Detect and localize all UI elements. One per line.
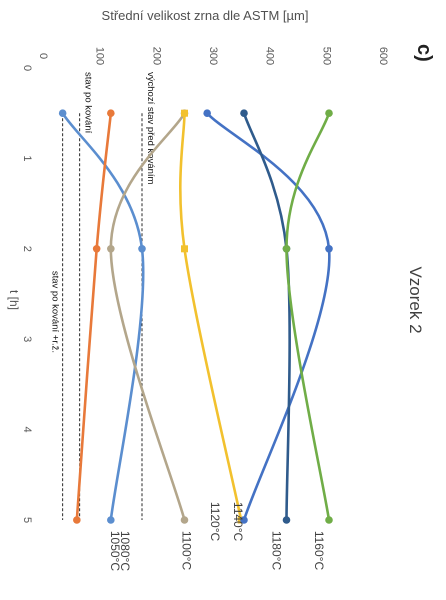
data-point [181,245,188,253]
series-label: 1160°C [312,531,326,571]
series-label: 1120°C [208,502,222,542]
y-tick-label: 600 [377,47,389,65]
y-tick-label: 500 [320,47,332,65]
data-point [107,516,115,524]
data-point [282,516,291,524]
x-tick-label: 5 [21,517,33,523]
series-label: 1100°C [180,531,194,571]
data-point [138,245,146,253]
chart-title: Vzorek 2 [406,266,425,333]
y-tick-label: 200 [150,47,162,65]
data-point [107,245,115,253]
series-line [61,111,145,522]
y-axis-label: Střední velikost zrna dle ASTM [µm] [102,8,309,23]
series-line [109,111,186,522]
x-tick-label: 3 [21,336,33,342]
y-tick-label: 400 [264,47,276,65]
y-tick-label: 300 [207,47,219,65]
data-point [325,516,333,524]
data-point [282,245,291,253]
reference-line-label: stav po kování +r.ž. [50,271,61,353]
data-point [240,516,248,524]
y-tick-label: 0 [37,53,49,59]
series-line [285,111,331,522]
data-point [107,109,115,117]
x-tick-label: 1 [21,155,33,161]
reference-line-label: výchozí stav před kováním [145,72,156,185]
data-point [240,109,248,117]
x-tick-label: 4 [21,427,33,433]
x-tick-label: 2 [21,246,33,252]
series-label: 1180°C [270,531,284,571]
reference-line-label: stav po kování [83,72,94,134]
y-tick-label: 100 [94,47,106,65]
series-line [179,111,243,522]
data-point [58,109,67,117]
x-axis-label: t [h] [7,290,21,310]
data-point [203,109,211,117]
data-point [181,109,188,117]
reference-lines: stav po kování výchozí stav před kováním s… [50,72,156,520]
panel-label: c) [413,44,435,62]
data-point [73,516,81,524]
series-label: 1050°C [108,531,122,571]
series-line [205,111,331,522]
x-tick-label: 0 [21,65,33,71]
series-label: 1080°C [118,531,132,571]
series-line [75,111,113,522]
series-group [58,109,333,524]
series-label: 1140°C [231,502,245,542]
data-point [325,245,333,253]
axes: 0 100 200 300 400 500 600 0 1 2 3 4 5 [21,47,389,523]
data-point [92,245,101,253]
data-point [325,109,333,117]
data-point [180,516,189,524]
